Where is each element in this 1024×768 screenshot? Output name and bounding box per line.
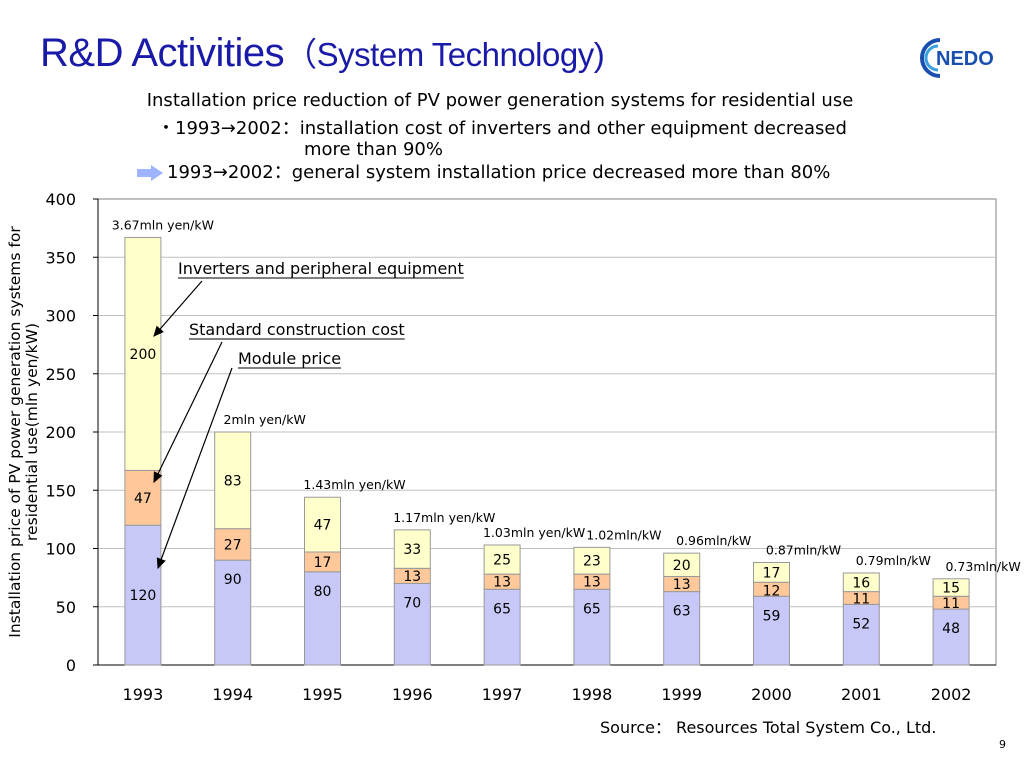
bar-value-label: 13 [493, 575, 511, 591]
bar-value-label: 17 [314, 555, 332, 571]
logo-text: NEDO [936, 48, 994, 70]
bar-segment-inverter [214, 431, 252, 530]
x-tick-label: 1995 [302, 685, 343, 704]
page-title: R&D Activities（System Technology) [40, 28, 605, 76]
bar-value-label: 23 [583, 554, 601, 570]
bar-value-label: 59 [763, 608, 781, 624]
title-main: R&D Activities [40, 31, 285, 75]
bar-value-label: 11 [852, 591, 870, 607]
callout-arrow [153, 341, 223, 484]
bar-total-label: 1.43mln yen/kW [303, 477, 405, 492]
bar-value-label: 33 [403, 542, 421, 558]
y-tick-label: 250 [45, 365, 76, 384]
bullet-system-price: 1993→2002：general system installation pr… [137, 162, 830, 184]
bar-segment-inverter [663, 552, 701, 577]
arrow-right-icon [137, 165, 163, 181]
bar-segment-module [842, 603, 880, 666]
bar-segment-inverter [124, 236, 162, 471]
y-tick-label: 100 [45, 540, 76, 559]
bar-segment-inverter [932, 578, 970, 597]
bar-value-label: 13 [583, 575, 601, 591]
bar-value-label: 120 [130, 588, 157, 604]
bar-value-label: 20 [673, 558, 691, 574]
y-tick-label: 350 [45, 248, 76, 267]
y-tick-label: 400 [45, 190, 76, 209]
bullet-system-price-text: 1993→2002：general system installation pr… [167, 162, 831, 183]
page-number: 9 [999, 738, 1006, 751]
callout-arrow [156, 367, 233, 570]
bar-total-label: 1.02mln/kW [586, 527, 661, 542]
bar-segment-module [573, 588, 611, 666]
bar-segment-module [932, 608, 970, 666]
bar-segment-inverter [483, 544, 521, 575]
y-tick-label: 50 [56, 598, 76, 617]
bar-value-label: 13 [673, 577, 691, 593]
bar-value-label: 12 [763, 583, 781, 599]
y-tick-label: 0 [66, 656, 76, 675]
y-axis-label: Installation price of PV power generatio… [6, 226, 41, 638]
bar-segment-module [214, 559, 252, 666]
title-paren: （System Technology) [284, 36, 605, 73]
bar-total-label: 3.67mln yen/kW [112, 217, 214, 232]
bar-value-label: 13 [403, 569, 421, 585]
bullet-inverter-cost: ・1993→2002：installation cost of inverter… [157, 118, 847, 139]
bar-total-label: 0.73mln/kW [945, 559, 1020, 574]
x-tick-label: 1997 [482, 685, 523, 704]
callout-label: Module price [238, 349, 341, 368]
bar-segment-inverter [753, 561, 790, 583]
x-tick-label: 2001 [841, 685, 882, 704]
bar-total-label: 0.79mln/kW [856, 553, 931, 568]
bar-value-label: 27 [224, 537, 242, 553]
x-tick-label: 1994 [212, 685, 253, 704]
bar-value-label: 70 [403, 595, 421, 611]
bar-value-label: 80 [314, 584, 332, 600]
nedo-logo: NEDO [920, 38, 994, 78]
x-tick-label: 1996 [392, 685, 433, 704]
bar-value-label: 83 [224, 473, 242, 489]
callout-label: Standard construction cost [189, 320, 405, 339]
subtitle: Installation price reduction of PV power… [146, 90, 854, 111]
callout-arrow [153, 280, 203, 337]
bar-segment-inverter [304, 496, 341, 553]
bar-value-label: 48 [942, 621, 960, 637]
bar-value-label: 15 [942, 581, 960, 597]
x-tick-label: 2002 [931, 685, 972, 704]
bar-value-label: 17 [763, 565, 781, 581]
bar-total-label: 1.17mln yen/kW [393, 510, 495, 525]
y-tick-label: 200 [45, 423, 76, 442]
bar-total-label: 1.03mln yen/kW [483, 525, 585, 540]
bar-total-label: 0.87mln/kW [766, 542, 841, 557]
y-tick-label: 300 [45, 307, 76, 326]
bar-value-label: 63 [673, 604, 691, 620]
x-tick-label: 1999 [661, 685, 702, 704]
bar-total-label: 2mln yen/kW [224, 412, 306, 427]
bar-segment-module [753, 595, 790, 666]
x-tick-label: 1998 [572, 685, 613, 704]
source-note: Source： Resources Total System Co., Ltd. [600, 718, 937, 737]
bar-value-label: 25 [493, 553, 511, 569]
bar-segment-construction [214, 528, 252, 561]
x-tick-label: 2000 [751, 685, 792, 704]
bar-segment-inverter [573, 546, 611, 575]
bar-value-label: 90 [224, 572, 242, 588]
bar-segment-inverter [393, 529, 431, 569]
bar-value-label: 16 [852, 575, 870, 591]
bar-value-label: 65 [583, 601, 601, 617]
x-tick-label: 1993 [123, 685, 164, 704]
y-tick-label: 150 [45, 481, 76, 500]
bar-segment-module [124, 524, 162, 666]
bar-segment-inverter [842, 572, 880, 593]
bar-value-label: 65 [493, 601, 511, 617]
bar-value-label: 47 [314, 518, 332, 534]
bar-value-label: 47 [134, 491, 152, 507]
bar-value-label: 11 [942, 596, 960, 612]
bar-value-label: 200 [130, 347, 157, 363]
bar-segment-module [393, 582, 431, 666]
bar-value-label: 52 [852, 616, 870, 632]
bullet-inverter-cost-cont: more than 90% [304, 139, 443, 160]
callout-label: Inverters and peripheral equipment [178, 259, 464, 278]
bar-segment-module [663, 591, 701, 666]
bar-total-label: 0.96mln/kW [676, 533, 751, 548]
